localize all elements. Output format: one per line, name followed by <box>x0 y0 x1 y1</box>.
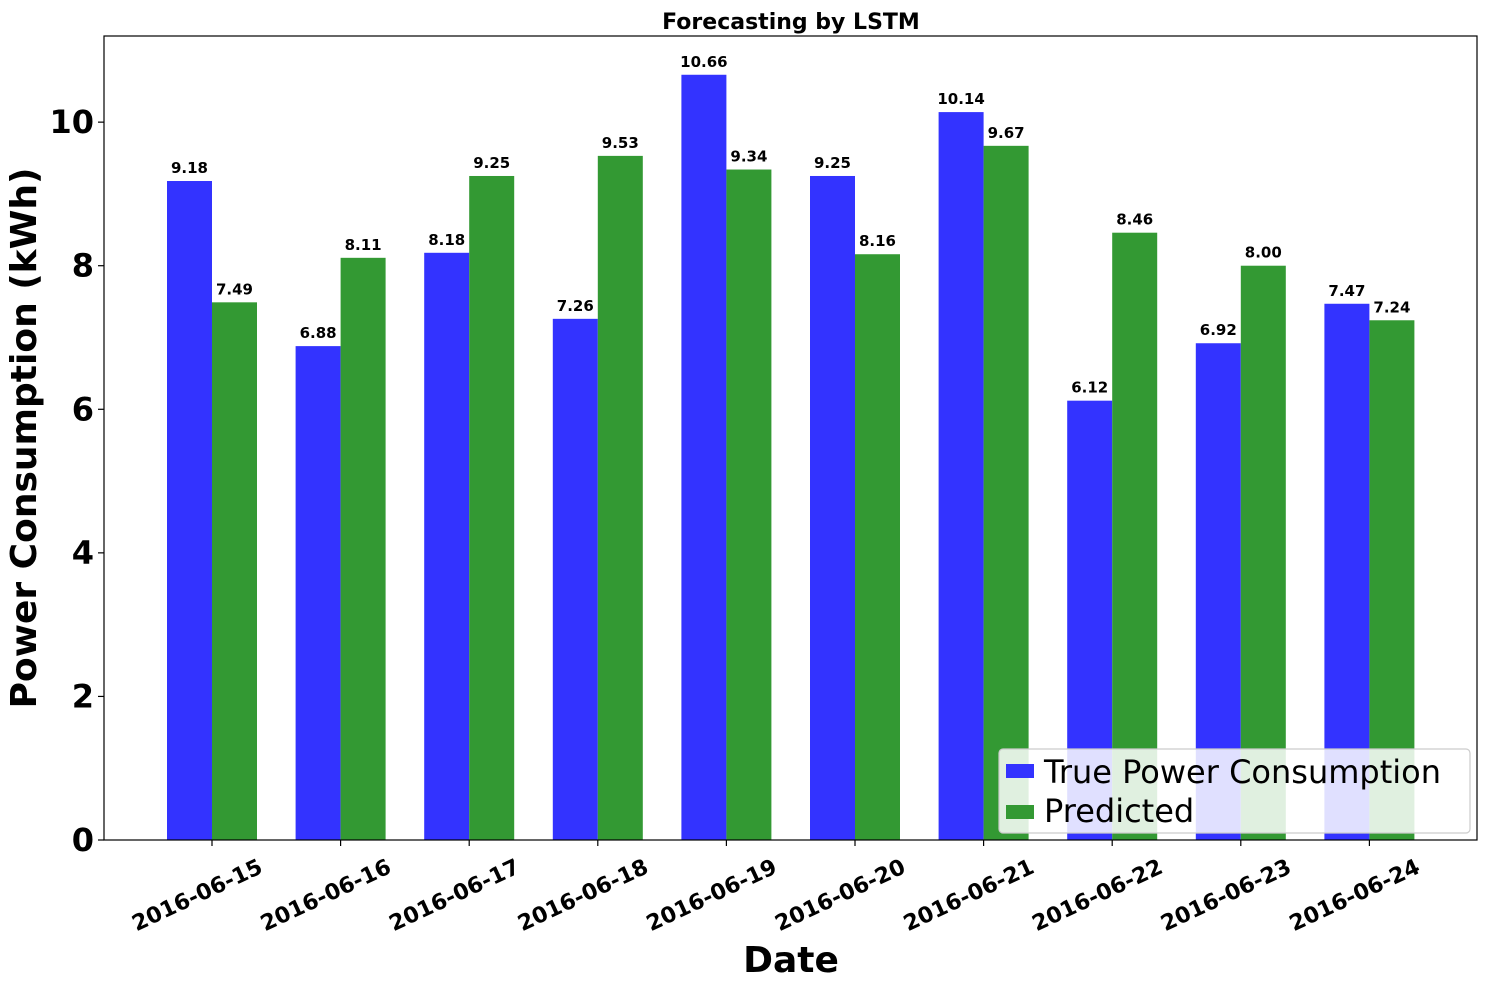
bar-predicted-2016-06-16 <box>340 257 386 840</box>
bar-true-2016-06-21 <box>938 112 984 841</box>
y-tick-label: 8 <box>72 247 94 285</box>
bar-true-2016-06-16 <box>295 346 341 840</box>
data-label-true-2016-06-16: 6.88 <box>300 324 337 342</box>
data-label-true-2016-06-18: 7.26 <box>557 297 594 315</box>
bar-true-2016-06-19 <box>681 74 727 840</box>
data-labels-layer: 9.18 7.49 6.88 8.11 8.18 9.25 7.26 9.53 10.66 9.3… <box>171 53 1410 397</box>
y-tick-label: 4 <box>72 534 94 572</box>
legend-label-true: True Power Consumption <box>1043 753 1441 791</box>
bar-predicted-2016-06-15 <box>212 302 257 840</box>
bar-predicted-2016-06-20 <box>855 254 900 840</box>
data-label-true-2016-06-17: 8.18 <box>428 231 465 249</box>
legend-swatch-predicted <box>1006 805 1034 819</box>
plot-frame <box>103 35 1478 841</box>
bar-predicted-2016-06-18 <box>597 155 643 840</box>
bar-predicted-2016-06-19 <box>726 169 772 840</box>
data-label-predicted-2016-06-24: 7.24 <box>1373 298 1410 316</box>
data-label-predicted-2016-06-17: 9.25 <box>473 154 510 172</box>
data-label-true-2016-06-22: 6.12 <box>1071 379 1108 397</box>
bar-true-2016-06-18 <box>552 318 598 841</box>
x-axis-label: Date <box>743 940 839 981</box>
data-label-true-2016-06-20: 9.25 <box>814 154 851 172</box>
y-axis: 0 2 4 6 8 10 <box>49 103 104 859</box>
data-label-true-2016-06-24: 7.47 <box>1328 282 1365 300</box>
data-label-predicted-2016-06-23: 8.00 <box>1245 244 1282 262</box>
y-axis-label: Power Consumption (kWh) <box>4 168 45 709</box>
bar-predicted-2016-06-21 <box>983 145 1029 840</box>
bar-predicted-2016-06-17 <box>469 175 515 840</box>
data-label-true-2016-06-23: 6.92 <box>1200 321 1237 339</box>
data-label-predicted-2016-06-19: 9.34 <box>730 148 767 166</box>
data-label-predicted-2016-06-16: 8.11 <box>345 236 382 254</box>
bar-true-2016-06-17 <box>424 252 470 841</box>
legend: True Power Consumption Predicted <box>998 748 1471 834</box>
data-label-true-2016-06-21: 10.14 <box>937 90 984 108</box>
data-label-predicted-2016-06-18: 9.53 <box>602 134 639 152</box>
y-tick-label: 10 <box>49 103 94 141</box>
y-tick-label: 0 <box>72 821 94 859</box>
bar-predicted-2016-06-23 <box>1240 265 1286 840</box>
data-label-predicted-2016-06-20: 8.16 <box>859 232 896 250</box>
legend-label-predicted: Predicted <box>1044 792 1194 830</box>
bar-predicted-2016-06-22 <box>1112 232 1158 840</box>
chart-title: Forecasting by LSTM <box>662 10 920 35</box>
data-label-predicted-2016-06-22: 8.46 <box>1116 211 1153 229</box>
data-label-predicted-2016-06-21: 9.67 <box>988 124 1025 142</box>
data-label-true-2016-06-19: 10.66 <box>680 53 727 71</box>
data-label-predicted-2016-06-15: 7.49 <box>216 280 253 298</box>
legend-box <box>998 748 1471 834</box>
legend-swatch-true <box>1006 764 1034 778</box>
bar-true-2016-06-15 <box>167 181 212 840</box>
bars-layer <box>167 74 1415 841</box>
bar-true-2016-06-20 <box>810 175 855 840</box>
y-tick-label: 6 <box>72 390 94 428</box>
y-tick-label: 2 <box>72 677 94 715</box>
data-label-true-2016-06-15: 9.18 <box>171 159 208 177</box>
